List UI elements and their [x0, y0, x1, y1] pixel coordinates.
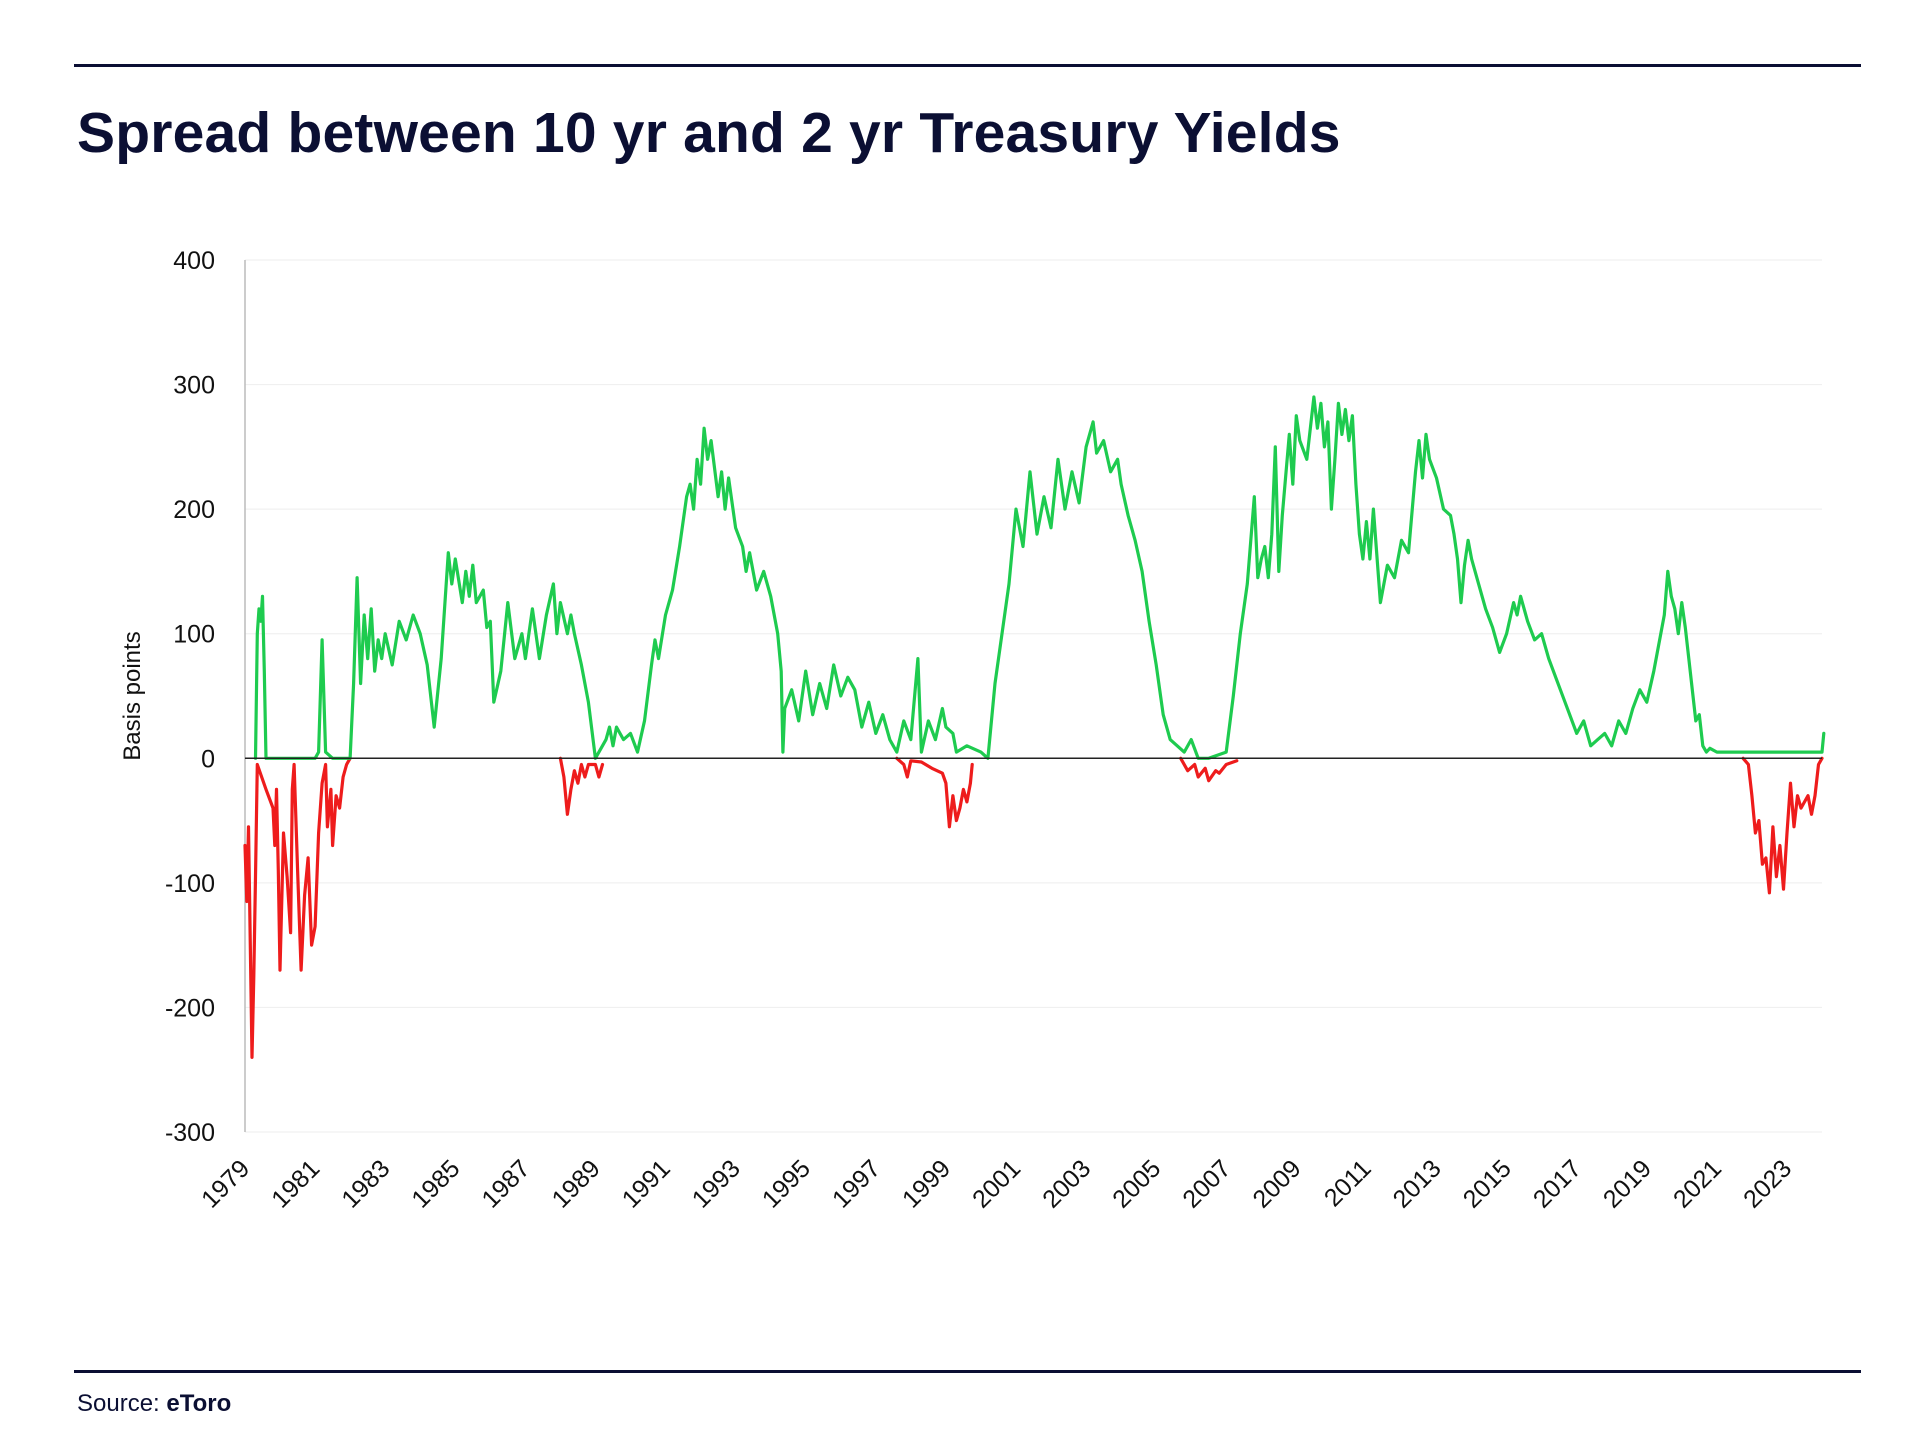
- x-tick-label: 2013: [1388, 1154, 1447, 1213]
- y-tick-label: 300: [173, 372, 215, 400]
- series-0-line-segment-2: [895, 756, 974, 829]
- series-0-line-segment-4: [1741, 756, 1824, 895]
- x-tick-label: 2017: [1528, 1154, 1587, 1213]
- grid-layer: [245, 259, 1822, 1133]
- x-tick-label: 2009: [1247, 1154, 1306, 1213]
- x-tick-label: 1989: [547, 1154, 606, 1213]
- series-1-line-segment-0: [253, 395, 1826, 760]
- x-tick-label: 1995: [757, 1154, 816, 1213]
- y-tick-label: -100: [165, 870, 215, 898]
- x-tick-label: 1979: [196, 1154, 255, 1213]
- y-tick-label: 200: [173, 496, 215, 524]
- x-tick-label: 2023: [1738, 1154, 1797, 1213]
- x-tick-label: 2005: [1107, 1154, 1166, 1213]
- x-tick-label: 2011: [1319, 1154, 1377, 1212]
- y-tick-labels: 400 300 200 100 0 -100 -200 -300: [165, 247, 215, 1147]
- series-0-line-segment-0: [243, 756, 352, 1059]
- x-tick-label: 2007: [1177, 1154, 1236, 1213]
- series-0-line-segment-3: [1179, 756, 1239, 783]
- x-tick-label: 2001: [967, 1154, 1026, 1213]
- y-tick-label: -300: [165, 1119, 215, 1147]
- chart-title: Spread between 10 yr and 2 yr Treasury Y…: [77, 101, 1341, 165]
- bottom-rule: [74, 1370, 1861, 1373]
- top-rule: [74, 64, 1861, 67]
- x-tick-label: 2015: [1458, 1154, 1517, 1213]
- x-tick-label: 2003: [1037, 1154, 1096, 1213]
- source-note: Source: eToro: [77, 1390, 231, 1418]
- y-axis-label: Basis points: [119, 631, 146, 760]
- y-tick-label: 100: [173, 621, 215, 649]
- y-tick-label: 0: [201, 745, 215, 773]
- y-tick-label: -200: [165, 994, 215, 1022]
- x-tick-label: 1999: [897, 1154, 956, 1213]
- x-tick-label: 1987: [476, 1154, 535, 1213]
- x-tick-label: 1993: [687, 1154, 746, 1213]
- series-0-line-segment-1: [558, 756, 605, 816]
- x-tick-label: 1981: [266, 1154, 325, 1213]
- x-tick-labels: 1979 1981 1983 1985 1987 1989 1991 1993 1995 1997…: [196, 1154, 1797, 1213]
- x-tick-label: 1985: [406, 1154, 465, 1213]
- source-label: Source:: [77, 1390, 160, 1417]
- x-tick-label: 1997: [827, 1154, 886, 1213]
- source-name: eToro: [166, 1390, 232, 1417]
- y-tick-label: 400: [173, 247, 215, 275]
- x-tick-label: 2019: [1598, 1154, 1657, 1213]
- x-tick-label: 1991: [617, 1154, 676, 1213]
- series-layer: [243, 395, 1826, 1059]
- x-tick-label: 2021: [1668, 1154, 1727, 1213]
- x-tick-label: 1983: [336, 1154, 395, 1213]
